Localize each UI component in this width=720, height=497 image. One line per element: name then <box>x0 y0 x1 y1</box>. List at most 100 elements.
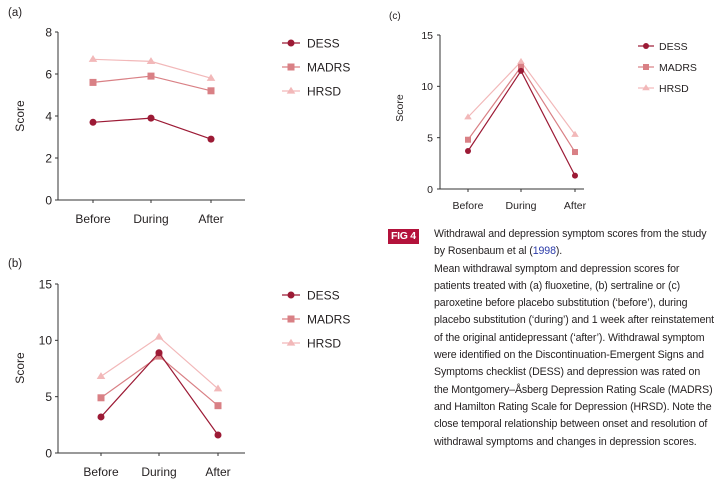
x-tick-label: During <box>506 200 537 212</box>
legend-marker-dess <box>287 291 295 299</box>
figure-caption: FIG 4 Withdrawal and depression symptom … <box>388 226 714 451</box>
caption-text: Withdrawal and depression symptom scores… <box>434 226 714 451</box>
data-point-dess <box>572 172 578 179</box>
y-tick-label: 6 <box>45 67 52 81</box>
legend-marker-dess <box>643 43 649 49</box>
legend-label-madrs: MADRS <box>659 62 697 74</box>
y-tick-label: 8 <box>45 25 52 39</box>
data-point-hrsd <box>464 113 472 120</box>
y-axis-label: Score <box>394 94 406 122</box>
y-tick-label: 0 <box>45 193 52 207</box>
legend-marker-madrs <box>287 315 295 323</box>
x-tick-label: During <box>133 212 168 226</box>
series-madrs <box>465 63 578 156</box>
series-dess <box>89 114 215 143</box>
legend-item-madrs: MADRS <box>638 62 697 74</box>
legend-label-madrs: MADRS <box>307 60 350 74</box>
caption-title: Withdrawal and depression symptom scores… <box>434 228 707 258</box>
legend-item-madrs: MADRS <box>282 312 350 326</box>
y-tick-label: 10 <box>421 81 433 93</box>
legend-item-dess: DESS <box>282 288 340 302</box>
series-hrsd <box>96 332 223 392</box>
legend-item-madrs: MADRS <box>282 60 350 74</box>
series-dess <box>97 349 222 439</box>
data-point-hrsd <box>88 55 98 62</box>
data-point-madrs <box>207 87 215 95</box>
y-tick-label: 15 <box>421 30 433 42</box>
data-point-dess <box>207 135 215 143</box>
legend-label-dess: DESS <box>307 36 340 50</box>
data-point-madrs <box>89 78 97 86</box>
data-point-hrsd <box>146 57 156 65</box>
figure-label: FIG 4 <box>388 229 419 244</box>
data-point-hrsd <box>517 57 525 64</box>
y-tick-label: 4 <box>45 109 52 123</box>
reference-link[interactable]: 1998 <box>532 245 556 258</box>
y-tick-label: 10 <box>39 334 53 348</box>
legend-label-dess: DESS <box>307 288 340 302</box>
data-point-madrs <box>214 402 222 410</box>
y-tick-label: 15 <box>39 277 53 291</box>
x-tick-label: After <box>198 212 223 226</box>
legend-item-hrsd: HRSD <box>282 336 341 350</box>
series-line-dess <box>467 69 576 176</box>
data-point-madrs <box>572 149 578 156</box>
y-tick-label: 0 <box>427 184 433 196</box>
series-hrsd <box>88 55 216 81</box>
series-dess <box>465 67 578 179</box>
series-line-madrs <box>467 65 576 153</box>
y-axis-label: Score <box>13 352 27 384</box>
x-tick-label: After <box>205 465 230 479</box>
legend-marker-hrsd <box>642 84 650 91</box>
data-point-hrsd <box>213 384 223 392</box>
x-tick-label: During <box>141 465 176 479</box>
y-tick-label: 0 <box>45 446 52 460</box>
data-point-dess <box>155 349 163 357</box>
x-tick-label: Before <box>75 212 111 226</box>
data-point-madrs <box>465 136 471 143</box>
chart-panel-b: (b) 0 5 10 15 Before During After Score DESS MADRS… <box>8 258 350 479</box>
legend-item-hrsd: HRSD <box>638 83 689 95</box>
legend-label-madrs: MADRS <box>307 312 350 326</box>
legend-label-hrsd: HRSD <box>659 83 689 95</box>
y-tick-label: 2 <box>45 151 52 165</box>
data-point-madrs <box>97 394 105 402</box>
series-madrs <box>89 72 215 95</box>
x-tick-label: Before <box>83 465 119 479</box>
legend-marker-hrsd <box>286 338 296 346</box>
data-point-dess <box>147 114 155 122</box>
x-tick-label: Before <box>453 200 484 212</box>
data-point-dess <box>214 431 222 439</box>
x-tick-label: After <box>564 200 587 212</box>
data-point-dess <box>89 118 97 126</box>
y-tick-label: 5 <box>45 390 52 404</box>
data-point-dess <box>465 148 471 155</box>
legend-item-hrsd: HRSD <box>282 84 341 98</box>
data-point-hrsd <box>96 372 106 380</box>
legend: DESS MADRS HRSD <box>638 41 697 95</box>
panel-label: (a) <box>8 7 22 19</box>
legend: DESS MADRS HRSD <box>282 36 350 98</box>
legend-marker-hrsd <box>286 86 296 94</box>
chart-panel-c: (c) 0 5 10 15 Before During After Score DESS MADRS… <box>389 11 697 212</box>
legend-marker-madrs <box>287 63 295 71</box>
y-tick-label: 5 <box>427 132 433 144</box>
legend-item-dess: DESS <box>282 36 340 50</box>
data-point-dess <box>518 67 524 74</box>
legend-label-dess: DESS <box>659 41 688 53</box>
panel-label: (b) <box>8 258 22 270</box>
series-line-hrsd <box>100 336 219 390</box>
legend: DESS MADRS HRSD <box>282 288 350 350</box>
data-point-hrsd <box>154 332 164 340</box>
data-point-madrs <box>518 63 524 70</box>
legend-item-dess: DESS <box>638 41 688 53</box>
series-hrsd <box>464 57 579 137</box>
legend-label-hrsd: HRSD <box>307 336 341 350</box>
data-point-hrsd <box>206 73 216 81</box>
data-point-madrs <box>147 72 155 80</box>
legend-marker-madrs <box>643 64 649 70</box>
chart-panel-a: (a) 0 2 4 6 8 Before During After Score DESS MADRS H… <box>8 7 350 226</box>
data-point-hrsd <box>571 130 579 137</box>
data-point-dess <box>97 413 105 421</box>
legend-label-hrsd: HRSD <box>307 84 341 98</box>
